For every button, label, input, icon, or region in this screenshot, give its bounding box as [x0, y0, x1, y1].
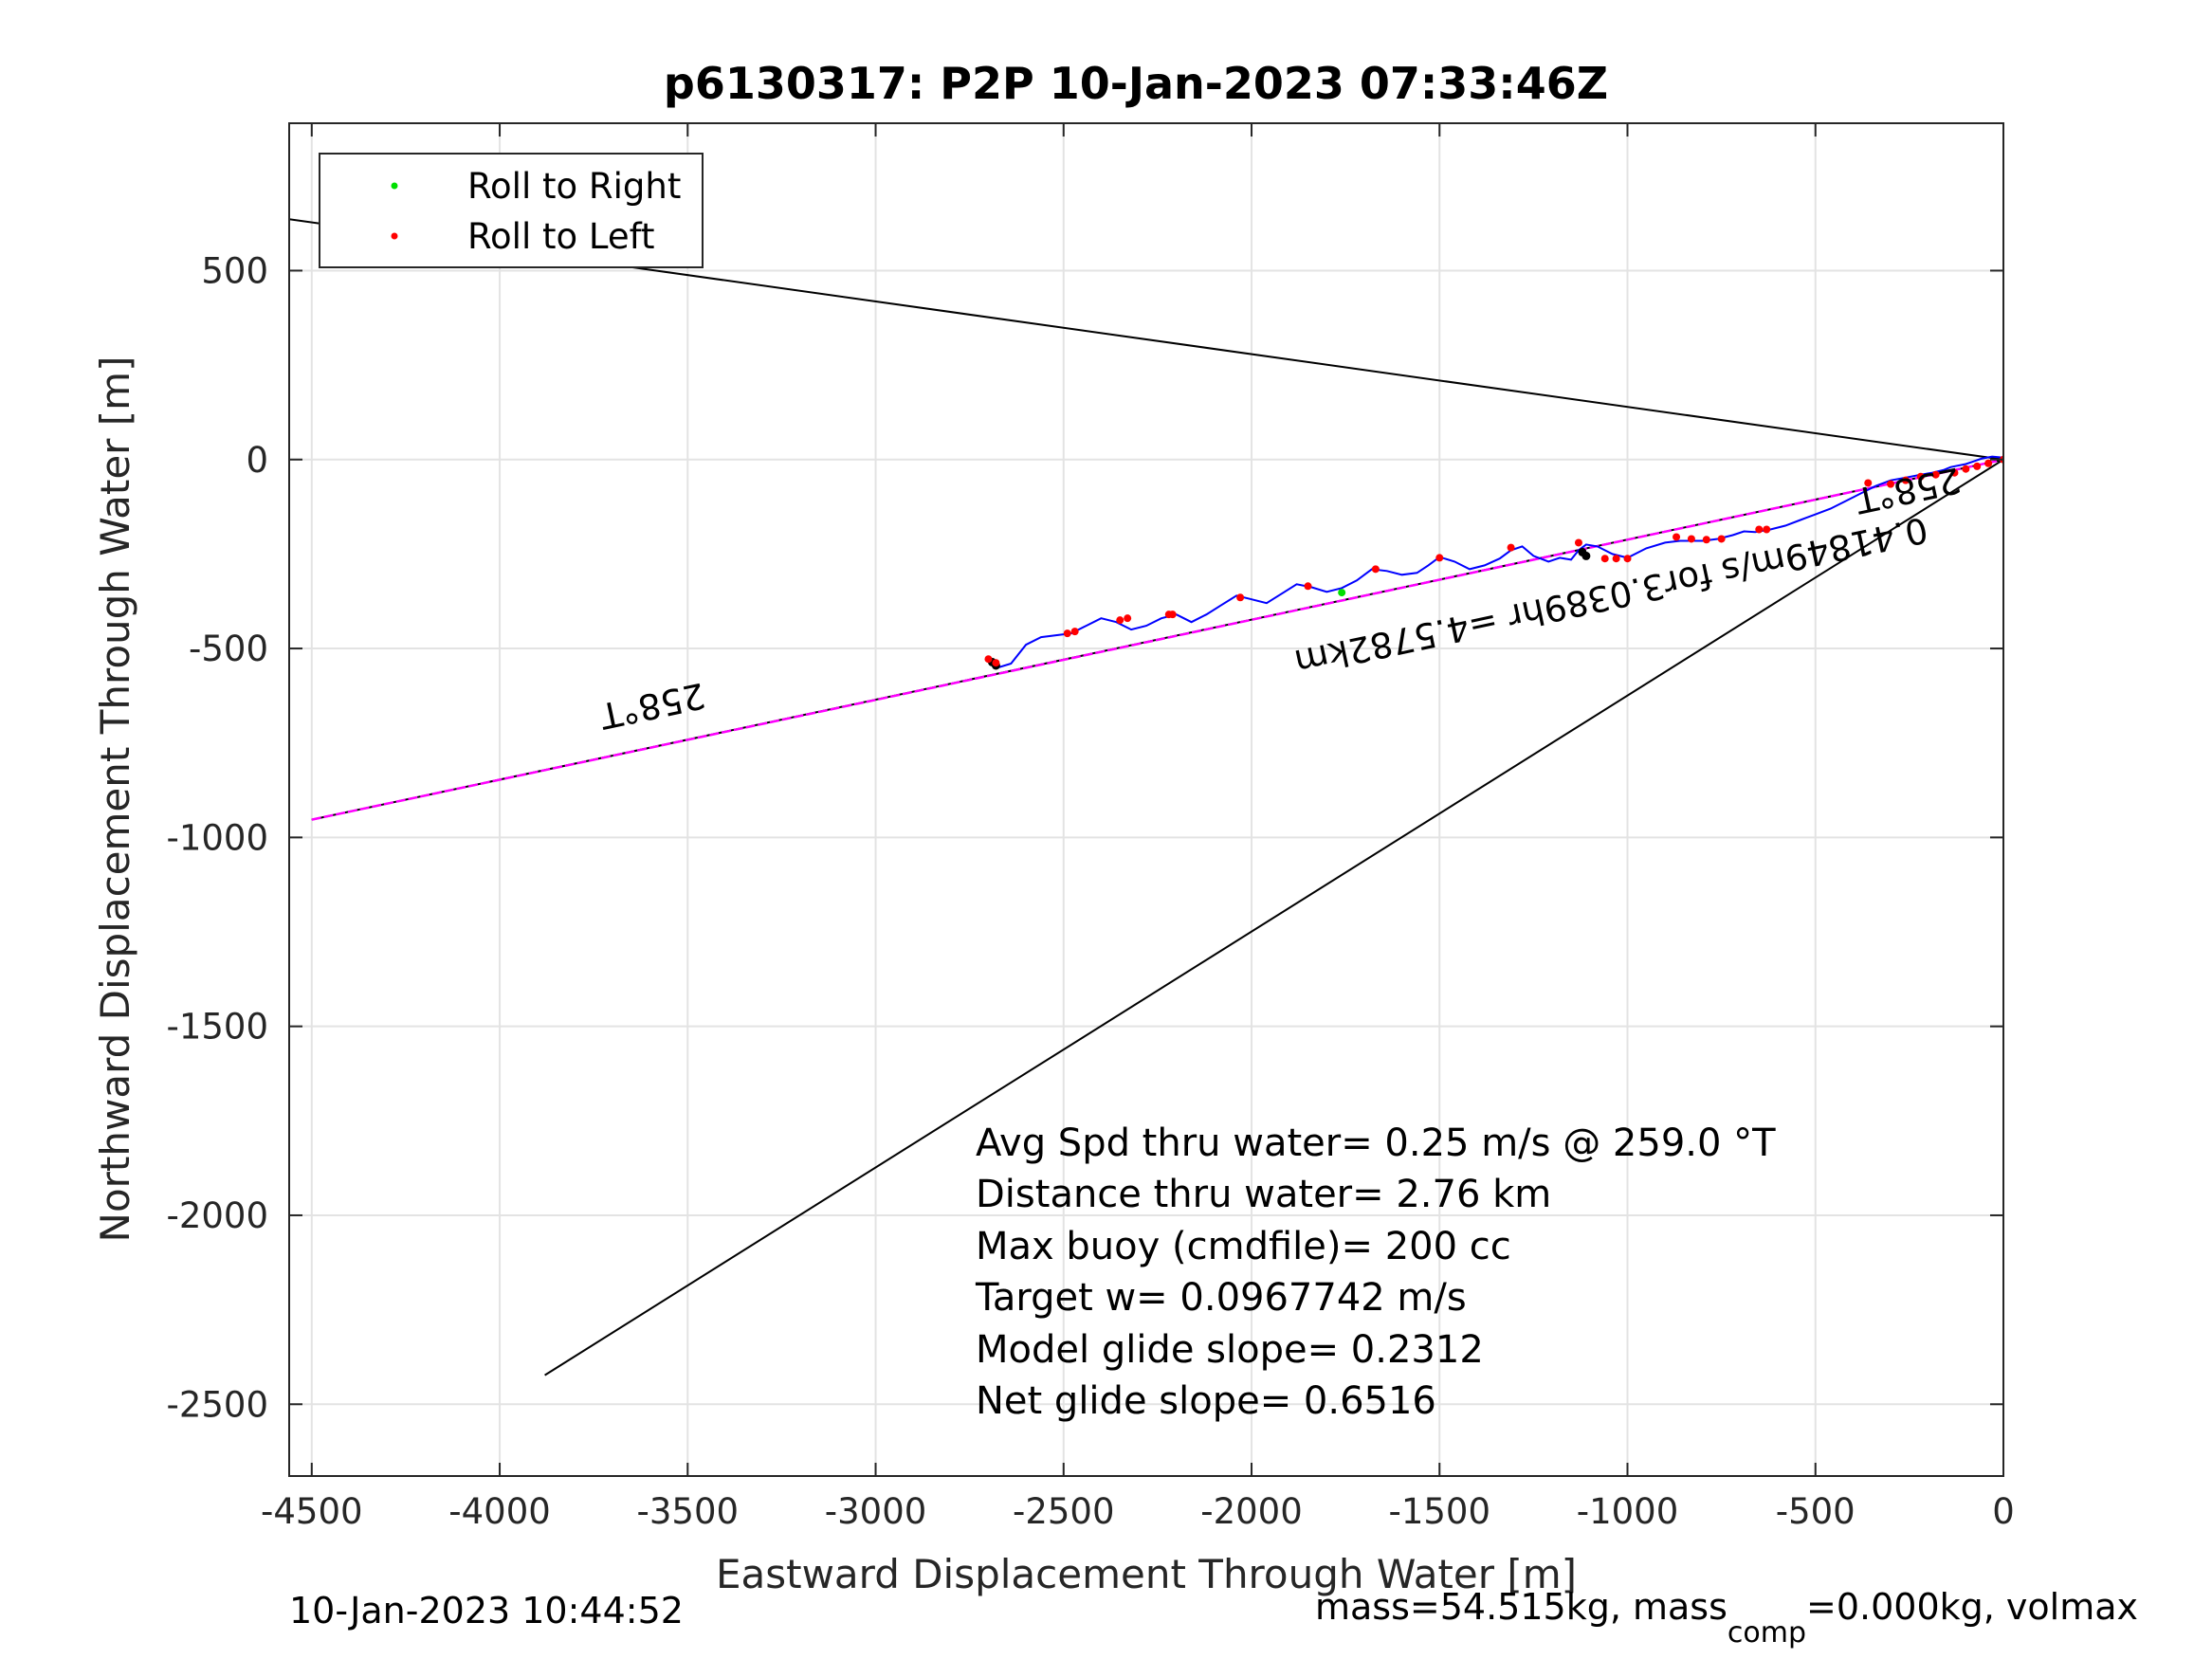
annotation-distance: Distance thru water= 2.76 km [976, 1173, 1551, 1216]
roll-left-point [1901, 476, 1910, 484]
roll-left-point [1887, 480, 1895, 488]
annotation-max-buoy: Max buoy (cmdfile)= 200 cc [976, 1225, 1511, 1268]
roll-left-point [1623, 555, 1632, 563]
roll-left-point [1950, 468, 1959, 477]
roll-left-point [1612, 555, 1620, 563]
annotation-avg-speed: Avg Spd thru water= 0.25 m/s @ 259.0 °T [976, 1121, 1776, 1165]
roll-left-point [1435, 554, 1444, 562]
x-tick-label: -500 [1776, 1491, 1856, 1532]
roll-left-point [1600, 555, 1609, 563]
annotation-target-w: Target w= 0.0967742 m/s [975, 1276, 1467, 1320]
x-tick-label: -4000 [448, 1491, 551, 1532]
x-tick-label: -1000 [1577, 1491, 1679, 1532]
roll-left-point [1063, 629, 1071, 638]
roll-left-point [1124, 614, 1132, 623]
roll-left-point [1763, 525, 1771, 534]
y-tick-label: 500 [201, 250, 268, 291]
footer-mass-part1: mass=54.515kg, mass [1315, 1586, 1728, 1628]
footer-timestamp: 10-Jan-2023 10:44:52 [289, 1590, 684, 1632]
axis-ticks: -4500 -4000 -3500 -3000 -2500 -2000 -1500 -1000… [166, 123, 2015, 1532]
y-tick-label: -500 [189, 629, 268, 669]
roll-left-point [1717, 535, 1726, 543]
chart-title: p6130317: P2P 10-Jan-2023 07:33:46Z [664, 58, 1608, 109]
x-tick-label: -1500 [1389, 1491, 1491, 1532]
annotation-model-glide: Model glide slope= 0.2312 [976, 1328, 1484, 1372]
y-tick-label: -1500 [166, 1007, 268, 1048]
roll-left-point [1755, 525, 1764, 534]
roll-left-point [1962, 465, 1970, 473]
roll-left-point [1973, 462, 1982, 470]
x-tick-label: -3000 [825, 1491, 927, 1532]
roll-right-point [1338, 589, 1346, 597]
roll-left-point [1984, 459, 1993, 467]
roll-left-point [992, 659, 1000, 667]
x-tick-label: -3500 [637, 1491, 740, 1532]
plot-frame [288, 122, 2004, 1477]
y-tick-label: -2500 [166, 1384, 268, 1425]
x-tick-label: -4500 [261, 1491, 363, 1532]
legend-marker-roll-right [391, 182, 398, 190]
footer-mass-info: mass=54.515kg, masscomp=0.000kg, volmax [1315, 1586, 2138, 1650]
roll-left-point [1864, 479, 1873, 487]
plot-area [289, 123, 2003, 1476]
legend-label-roll-left: Roll to Left [467, 216, 655, 257]
y-tick-label: -1000 [166, 817, 268, 858]
legend-box [319, 153, 704, 268]
roll-left-point [1687, 535, 1695, 543]
glider-track-line [987, 455, 2003, 669]
roll-left-point [1507, 543, 1515, 552]
overlay-point [1581, 551, 1591, 560]
annotation-net-glide: Net glide slope= 0.6516 [976, 1379, 1436, 1423]
y-axis-label: Northward Displacement Through Water [m] [92, 356, 138, 1243]
legend: Roll to Right Roll to Left [319, 153, 704, 268]
x-tick-label: 0 [1992, 1491, 2015, 1532]
roll-left-point [984, 655, 993, 664]
roll-left-point [1371, 565, 1380, 574]
roll-left-point [1702, 536, 1710, 544]
legend-label-roll-right: Roll to Right [467, 166, 681, 207]
y-tick-label: -2000 [166, 1195, 268, 1236]
roll-left-point [1070, 628, 1079, 636]
roll-left-point [1673, 533, 1681, 541]
roll-left-point [1304, 582, 1312, 591]
x-tick-label: -2000 [1200, 1491, 1303, 1532]
roll-left-point [1164, 611, 1173, 619]
roll-left-point [1236, 593, 1245, 602]
roll-left-point [1916, 472, 1925, 481]
x-tick-label: -2500 [1013, 1491, 1115, 1532]
footer-mass-part2: =0.000kg, volmax [1806, 1586, 2138, 1628]
y-tick-label: 0 [246, 440, 268, 481]
roll-left-point [1574, 538, 1582, 547]
roll-left-point [1931, 470, 1940, 479]
footer-mass-subscript: comp [1728, 1616, 1806, 1650]
legend-marker-roll-left [391, 232, 398, 240]
roll-left-point [1116, 616, 1124, 625]
magenta-track-line [311, 458, 2003, 821]
stats-annotation: Avg Spd thru water= 0.25 m/s @ 259.0 °T … [975, 1121, 1776, 1423]
x-axis-label: Eastward Displacement Through Water [m] [716, 1551, 1577, 1597]
cone-lower-line [544, 458, 2003, 1376]
